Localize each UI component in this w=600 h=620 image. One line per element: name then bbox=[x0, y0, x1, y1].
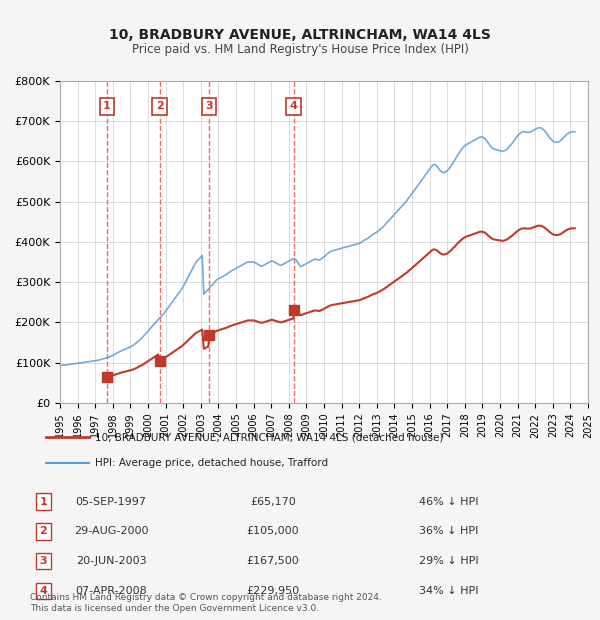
Text: 46% ↓ HPI: 46% ↓ HPI bbox=[419, 497, 478, 507]
Text: 20-JUN-2003: 20-JUN-2003 bbox=[76, 556, 146, 566]
Text: £167,500: £167,500 bbox=[247, 556, 299, 566]
Text: 29% ↓ HPI: 29% ↓ HPI bbox=[419, 556, 478, 566]
Text: 2: 2 bbox=[40, 526, 47, 536]
Text: 34% ↓ HPI: 34% ↓ HPI bbox=[419, 586, 478, 596]
Text: 05-SEP-1997: 05-SEP-1997 bbox=[76, 497, 146, 507]
Text: 36% ↓ HPI: 36% ↓ HPI bbox=[419, 526, 478, 536]
Text: £65,170: £65,170 bbox=[250, 497, 296, 507]
Text: £229,950: £229,950 bbox=[247, 586, 299, 596]
Text: 1: 1 bbox=[40, 497, 47, 507]
Text: HPI: Average price, detached house, Trafford: HPI: Average price, detached house, Traf… bbox=[95, 458, 328, 469]
Text: 3: 3 bbox=[205, 102, 213, 112]
Text: 29-AUG-2000: 29-AUG-2000 bbox=[74, 526, 148, 536]
Text: 10, BRADBURY AVENUE, ALTRINCHAM, WA14 4LS (detached house): 10, BRADBURY AVENUE, ALTRINCHAM, WA14 4L… bbox=[95, 432, 443, 442]
Text: £105,000: £105,000 bbox=[247, 526, 299, 536]
Text: Contains HM Land Registry data © Crown copyright and database right 2024.
This d: Contains HM Land Registry data © Crown c… bbox=[30, 593, 382, 613]
Text: 2: 2 bbox=[156, 102, 163, 112]
Text: 10, BRADBURY AVENUE, ALTRINCHAM, WA14 4LS: 10, BRADBURY AVENUE, ALTRINCHAM, WA14 4L… bbox=[109, 28, 491, 42]
Text: 1: 1 bbox=[103, 102, 111, 112]
Text: 4: 4 bbox=[290, 102, 298, 112]
Text: 3: 3 bbox=[40, 556, 47, 566]
Text: 4: 4 bbox=[40, 586, 47, 596]
Text: Price paid vs. HM Land Registry's House Price Index (HPI): Price paid vs. HM Land Registry's House … bbox=[131, 43, 469, 56]
Text: 07-APR-2008: 07-APR-2008 bbox=[75, 586, 147, 596]
